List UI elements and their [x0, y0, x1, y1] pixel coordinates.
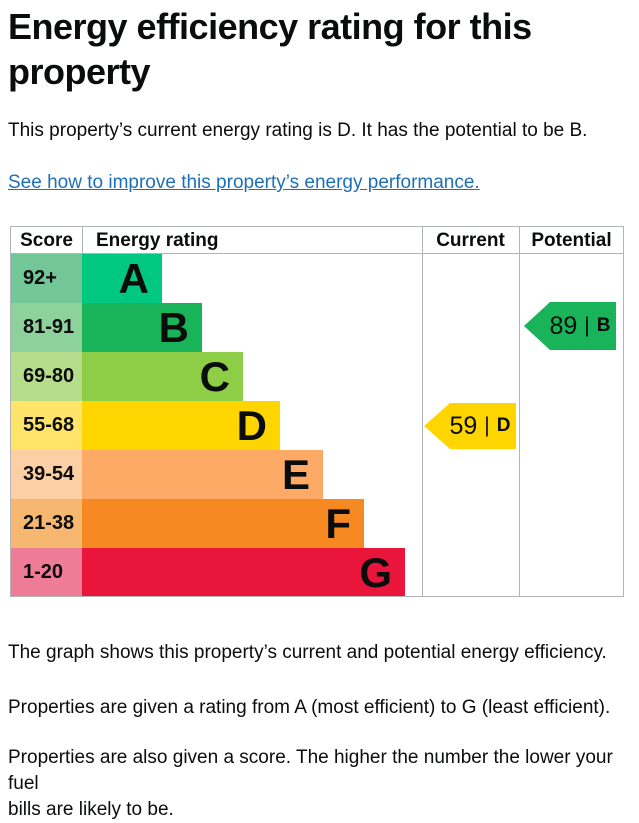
- band-bar: C: [82, 352, 243, 401]
- band-bar: F: [82, 499, 364, 548]
- chart-caption-rating-scale: Properties are given a rating from A (mo…: [8, 697, 611, 718]
- potential-separator: |: [584, 314, 590, 337]
- chart-caption-score: Properties are also given a score. The h…: [8, 745, 639, 823]
- epc-rating-chart: Score Energy rating Current Potential 92…: [10, 226, 624, 597]
- current-band-letter: D: [496, 415, 511, 436]
- column-header-score: Score: [20, 230, 73, 251]
- band-row-g: 1-20 G: [11, 548, 623, 596]
- band-score-range: 1-20: [11, 548, 82, 596]
- rating-summary-text: This property’s current energy rating is…: [8, 120, 588, 141]
- page-title: Energy efficiency rating for this proper…: [8, 4, 532, 94]
- chart-caption-score-line-1: Properties are also given a score. The h…: [8, 747, 613, 794]
- page-title-line-2: property: [8, 51, 151, 92]
- band-row-a: 92+ A: [11, 254, 623, 303]
- band-bar: A: [82, 254, 162, 303]
- potential-score-value: 89: [549, 311, 578, 340]
- band-bar: E: [82, 450, 323, 499]
- band-row-d: 55-68 D: [11, 401, 623, 450]
- band-row-f: 21-38 F: [11, 499, 623, 548]
- current-score-value: 59: [449, 411, 478, 440]
- band-row-b: 81-91 B: [11, 303, 623, 352]
- band-score-range: 55-68: [11, 401, 82, 450]
- column-header-energy-rating: Energy rating: [96, 230, 219, 251]
- chart-caption-efficiency: The graph shows this property’s current …: [8, 642, 607, 663]
- band-row-c: 69-80 C: [11, 352, 623, 401]
- band-score-range: 69-80: [11, 352, 82, 401]
- chart-header-row: Score Energy rating Current Potential: [11, 227, 623, 254]
- potential-band-letter: B: [596, 315, 611, 336]
- column-header-potential: Potential: [531, 230, 612, 251]
- band-bar: B: [82, 303, 202, 352]
- band-score-range: 21-38: [11, 499, 82, 548]
- band-score-range: 92+: [11, 254, 82, 303]
- potential-column-divider: [519, 227, 520, 596]
- score-column-divider: [82, 227, 83, 254]
- band-score-range: 81-91: [11, 303, 82, 352]
- band-score-range: 39-54: [11, 450, 82, 499]
- band-rows: 92+ A 81-91 B 69-80 C 55-68 D 39-54 E 21…: [11, 254, 623, 596]
- band-bar: D: [82, 401, 280, 450]
- page-title-line-1: Energy efficiency rating for this: [8, 6, 532, 47]
- current-separator: |: [484, 414, 490, 437]
- improve-performance-link[interactable]: See how to improve this property’s energ…: [8, 172, 480, 193]
- band-row-e: 39-54 E: [11, 450, 623, 499]
- current-column-divider: [422, 227, 423, 596]
- column-header-current: Current: [436, 230, 505, 251]
- band-bar: G: [82, 548, 405, 596]
